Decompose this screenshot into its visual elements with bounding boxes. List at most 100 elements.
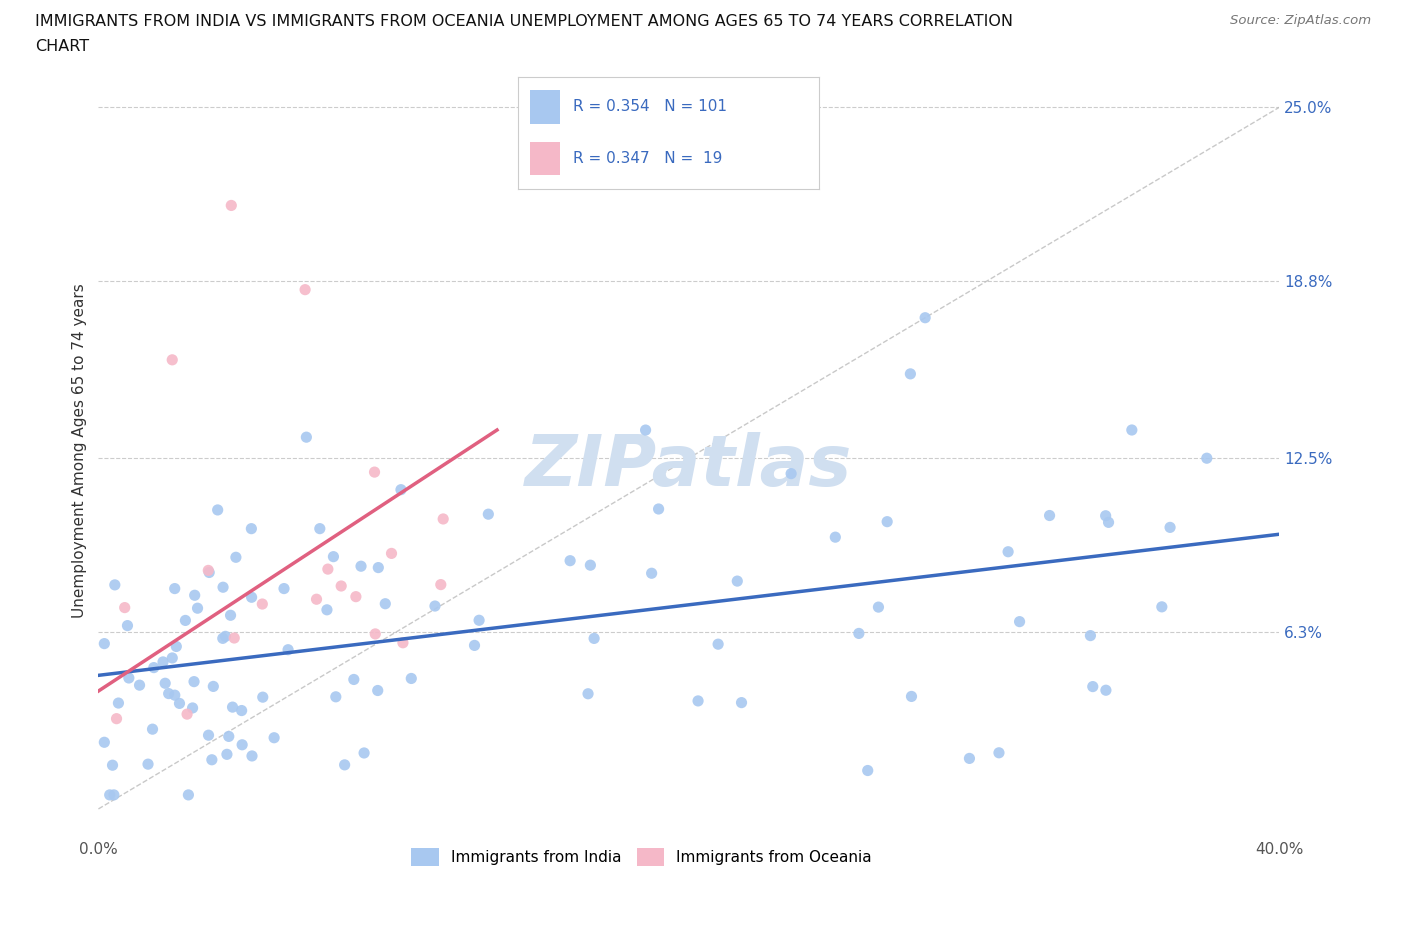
Point xyxy=(988,745,1011,760)
Point xyxy=(1159,520,1181,535)
Point xyxy=(183,588,205,603)
Point xyxy=(202,679,225,694)
Point xyxy=(224,631,246,645)
Point xyxy=(1038,508,1060,523)
Point xyxy=(558,553,581,568)
Point xyxy=(218,729,240,744)
Text: Source: ZipAtlas.com: Source: ZipAtlas.com xyxy=(1230,14,1371,27)
Point xyxy=(93,735,115,750)
Point xyxy=(231,703,253,718)
Point xyxy=(162,352,183,367)
Point xyxy=(423,599,446,614)
Point xyxy=(350,559,373,574)
Point xyxy=(959,751,981,765)
Point xyxy=(198,565,221,580)
Point xyxy=(900,689,922,704)
Point xyxy=(316,562,339,577)
Point xyxy=(576,686,599,701)
Point xyxy=(876,514,898,529)
Point xyxy=(294,282,316,297)
Point xyxy=(333,757,356,772)
Point xyxy=(1094,509,1116,524)
Point xyxy=(364,627,387,642)
Point xyxy=(152,655,174,670)
Point xyxy=(103,788,125,803)
Text: ZIPatlas: ZIPatlas xyxy=(526,432,852,501)
Point xyxy=(305,591,328,606)
Point xyxy=(252,596,274,611)
Point xyxy=(401,671,423,686)
Point xyxy=(824,530,846,545)
Point xyxy=(647,501,669,516)
Point xyxy=(707,637,730,652)
Point xyxy=(221,699,243,714)
Point xyxy=(105,711,128,726)
Point xyxy=(176,707,198,722)
Point xyxy=(225,550,247,565)
Point xyxy=(1080,628,1102,643)
Point xyxy=(1081,679,1104,694)
Point xyxy=(231,737,253,752)
Point xyxy=(432,512,454,526)
Point xyxy=(136,757,159,772)
Point xyxy=(273,581,295,596)
Point xyxy=(163,687,186,702)
Point xyxy=(477,507,499,522)
Point xyxy=(117,618,139,633)
Point xyxy=(197,563,219,578)
Point xyxy=(93,636,115,651)
Point xyxy=(221,198,243,213)
Point xyxy=(640,565,662,580)
Point xyxy=(725,574,748,589)
Point xyxy=(211,631,233,645)
Point xyxy=(240,521,263,536)
Point xyxy=(1097,515,1119,530)
Text: CHART: CHART xyxy=(35,39,89,54)
Point xyxy=(392,635,415,650)
Point xyxy=(177,788,200,803)
Point xyxy=(374,596,396,611)
Point xyxy=(1095,683,1118,698)
Point xyxy=(316,603,339,618)
Point xyxy=(104,578,127,592)
Point xyxy=(380,546,402,561)
Point xyxy=(1195,451,1218,466)
Point xyxy=(183,674,205,689)
Point xyxy=(579,558,602,573)
Point xyxy=(856,764,879,778)
Point xyxy=(197,728,219,743)
Point xyxy=(201,752,224,767)
Point xyxy=(107,696,129,711)
Point xyxy=(914,311,936,325)
Point xyxy=(118,671,141,685)
Point xyxy=(263,730,285,745)
Point xyxy=(169,696,191,711)
Point xyxy=(344,590,367,604)
Point xyxy=(252,690,274,705)
Point xyxy=(214,629,236,644)
Point xyxy=(128,678,150,693)
Point xyxy=(325,689,347,704)
Point xyxy=(363,465,385,480)
Point xyxy=(353,746,375,761)
Point xyxy=(181,700,204,715)
Point xyxy=(162,650,184,665)
Point xyxy=(463,638,485,653)
Point xyxy=(389,483,412,498)
Point xyxy=(186,601,208,616)
Point xyxy=(174,613,197,628)
Point xyxy=(101,758,124,773)
Point xyxy=(1121,422,1143,437)
Point xyxy=(868,600,890,615)
Point xyxy=(142,660,165,675)
Point xyxy=(634,422,657,437)
Point xyxy=(430,578,453,592)
Point xyxy=(1150,600,1173,615)
Point xyxy=(141,722,163,737)
Point xyxy=(219,608,242,623)
Text: IMMIGRANTS FROM INDIA VS IMMIGRANTS FROM OCEANIA UNEMPLOYMENT AMONG AGES 65 TO 7: IMMIGRANTS FROM INDIA VS IMMIGRANTS FROM… xyxy=(35,14,1014,29)
Y-axis label: Unemployment Among Ages 65 to 74 years: Unemployment Among Ages 65 to 74 years xyxy=(72,284,87,618)
Point xyxy=(240,749,263,764)
Point xyxy=(277,643,299,658)
Point xyxy=(1008,614,1031,629)
